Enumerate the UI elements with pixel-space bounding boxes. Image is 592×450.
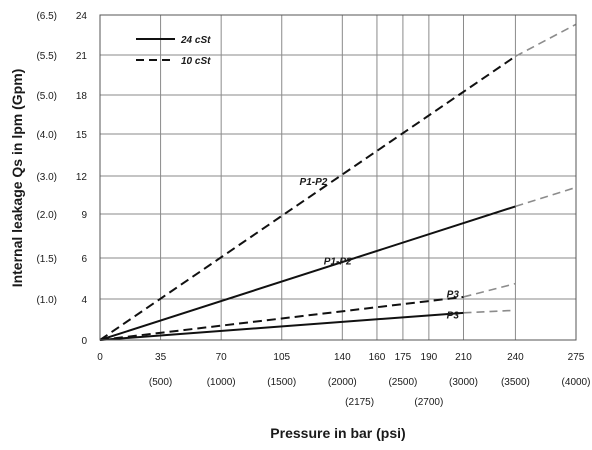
x-secondary-tick-label: (2000)	[328, 377, 357, 388]
y-tick-label: 15	[76, 130, 88, 141]
x-tick-label: 160	[369, 352, 386, 363]
series-line	[99, 295, 464, 341]
series-label: P1-P2	[300, 177, 328, 188]
series-label: P1-P2	[324, 257, 352, 268]
x-axis-title: Pressure in bar (psi)	[270, 425, 405, 441]
x-secondary-tick-label: (3500)	[501, 377, 530, 388]
y-secondary-tick-label: (4.0)	[36, 130, 57, 141]
x-secondary-tick-label: (2700)	[414, 397, 443, 408]
y-axis-title: Internal leakage Qs in lpm (Gpm)	[9, 69, 25, 288]
y-secondary-tick-label: (6.5)	[36, 11, 57, 22]
x-secondary-tick-label: (1500)	[267, 377, 296, 388]
series-lines	[99, 23, 577, 341]
x-secondary-tick-label: (4000)	[562, 377, 591, 388]
series-line	[99, 205, 516, 341]
series-label: P3	[447, 310, 460, 321]
x-tick-label: 240	[507, 352, 524, 363]
series-line-extrapolated	[515, 186, 577, 208]
y-tick-label: 21	[76, 51, 88, 62]
legend-label: 24 cSt	[180, 35, 211, 46]
x-secondary-tick-label: (500)	[149, 377, 172, 388]
x-secondary-tick-label: (2500)	[388, 377, 417, 388]
series-labels: P1-P2 P1-P2 P3 P3	[300, 177, 460, 322]
y-tick-label: 24	[76, 11, 88, 22]
y-tick-label: 9	[81, 210, 87, 221]
series-line-extrapolated	[463, 282, 516, 298]
plot-area-border	[99, 14, 577, 341]
y-secondary-tick-label: (5.5)	[36, 51, 57, 62]
y-secondary-tick-label: (5.0)	[36, 91, 57, 102]
legend: 24 cSt 10 cSt	[136, 35, 211, 67]
y-secondary-tick-label: (1.5)	[36, 254, 57, 265]
x-tick-label: 140	[334, 352, 351, 363]
series-line	[99, 311, 464, 341]
y-tick-label: 4	[81, 295, 87, 306]
x-tick-label: 190	[421, 352, 438, 363]
y-secondary-tick-label: (1.0)	[36, 295, 57, 306]
x-tick-label: 210	[455, 352, 472, 363]
x-secondary-tick-label: (2175)	[345, 397, 374, 408]
x-secondary-tick-label: (1000)	[207, 377, 236, 388]
series-line-extrapolated	[515, 23, 577, 58]
series-label: P3	[447, 290, 460, 301]
y-tick-label: 0	[81, 336, 87, 347]
x-tick-label: 35	[155, 352, 167, 363]
x-tick-label: 105	[273, 352, 290, 363]
x-tick-label: 0	[97, 352, 103, 363]
x-secondary-tick-label: (3000)	[449, 377, 478, 388]
legend-label: 10 cSt	[181, 56, 211, 67]
x-tick-label: 275	[568, 352, 585, 363]
y-tick-label: 18	[76, 91, 88, 102]
x-tick-label: 70	[216, 352, 228, 363]
y-tick-label: 12	[76, 172, 88, 183]
y-secondary-tick-label: (2.0)	[36, 210, 57, 221]
y-secondary-tick-label: (3.0)	[36, 172, 57, 183]
tick-labels: 0 35 70 105 140 160 175 190 210 240 275(500) (1000)…	[36, 11, 590, 408]
series-line-extrapolated	[463, 309, 516, 314]
x-tick-label: 175	[395, 352, 412, 363]
y-tick-label: 6	[81, 254, 87, 265]
grid	[100, 15, 576, 340]
